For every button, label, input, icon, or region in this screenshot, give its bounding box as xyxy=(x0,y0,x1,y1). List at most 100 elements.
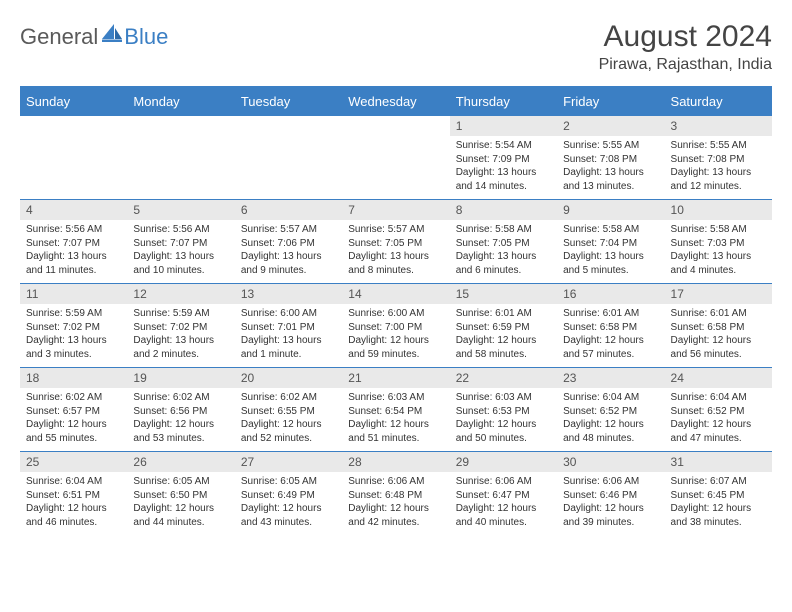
day-line: Daylight: 12 hours xyxy=(26,502,121,516)
day-cell: 28Sunrise: 6:06 AMSunset: 6:48 PMDayligh… xyxy=(342,452,449,536)
day-cell: 15Sunrise: 6:01 AMSunset: 6:59 PMDayligh… xyxy=(450,284,557,368)
day-line: Daylight: 12 hours xyxy=(241,418,336,432)
week-row: 25Sunrise: 6:04 AMSunset: 6:51 PMDayligh… xyxy=(20,452,772,536)
location-text: Pirawa, Rajasthan, India xyxy=(599,56,772,74)
day-line: Daylight: 13 hours xyxy=(456,250,551,264)
day-line: Daylight: 12 hours xyxy=(671,418,766,432)
day-line: and 51 minutes. xyxy=(348,432,443,446)
day-number: 15 xyxy=(450,284,557,304)
day-body: Sunrise: 5:55 AMSunset: 7:08 PMDaylight:… xyxy=(557,136,664,197)
day-line: and 56 minutes. xyxy=(671,348,766,362)
day-line: Daylight: 13 hours xyxy=(133,334,228,348)
day-line: Daylight: 12 hours xyxy=(348,334,443,348)
day-body: Sunrise: 6:02 AMSunset: 6:57 PMDaylight:… xyxy=(20,388,127,449)
day-body: Sunrise: 6:01 AMSunset: 6:59 PMDaylight:… xyxy=(450,304,557,365)
day-number: 20 xyxy=(235,368,342,388)
day-line: Daylight: 13 hours xyxy=(241,334,336,348)
day-cell: 2Sunrise: 5:55 AMSunset: 7:08 PMDaylight… xyxy=(557,116,664,200)
day-line: and 50 minutes. xyxy=(456,432,551,446)
day-body: Sunrise: 6:06 AMSunset: 6:46 PMDaylight:… xyxy=(557,472,664,533)
day-number: 1 xyxy=(450,116,557,136)
day-line: Sunset: 7:08 PM xyxy=(563,153,658,167)
day-cell: 8Sunrise: 5:58 AMSunset: 7:05 PMDaylight… xyxy=(450,200,557,284)
day-header: Sunday xyxy=(20,87,127,116)
day-header: Monday xyxy=(127,87,234,116)
day-line: Sunset: 6:54 PM xyxy=(348,405,443,419)
day-line: and 42 minutes. xyxy=(348,516,443,530)
day-cell: 26Sunrise: 6:05 AMSunset: 6:50 PMDayligh… xyxy=(127,452,234,536)
day-line: Sunset: 6:49 PM xyxy=(241,489,336,503)
day-line: Sunset: 6:48 PM xyxy=(348,489,443,503)
day-line: Sunset: 6:52 PM xyxy=(563,405,658,419)
day-line: Sunrise: 5:58 AM xyxy=(671,223,766,237)
day-cell: 31Sunrise: 6:07 AMSunset: 6:45 PMDayligh… xyxy=(665,452,772,536)
day-line: Sunrise: 6:06 AM xyxy=(456,475,551,489)
day-line: Sunset: 7:06 PM xyxy=(241,237,336,251)
day-line: Sunset: 6:47 PM xyxy=(456,489,551,503)
day-body: Sunrise: 5:58 AMSunset: 7:04 PMDaylight:… xyxy=(557,220,664,281)
day-line: Daylight: 13 hours xyxy=(671,166,766,180)
day-line: Sunrise: 6:05 AM xyxy=(133,475,228,489)
day-line: Sunrise: 6:03 AM xyxy=(348,391,443,405)
day-cell: 16Sunrise: 6:01 AMSunset: 6:58 PMDayligh… xyxy=(557,284,664,368)
day-line: Sunset: 6:46 PM xyxy=(563,489,658,503)
day-line: and 14 minutes. xyxy=(456,180,551,194)
week-row: 18Sunrise: 6:02 AMSunset: 6:57 PMDayligh… xyxy=(20,368,772,452)
day-line: and 12 minutes. xyxy=(671,180,766,194)
day-body: Sunrise: 5:58 AMSunset: 7:03 PMDaylight:… xyxy=(665,220,772,281)
day-line: Sunrise: 6:02 AM xyxy=(241,391,336,405)
day-number: 13 xyxy=(235,284,342,304)
day-body: Sunrise: 5:58 AMSunset: 7:05 PMDaylight:… xyxy=(450,220,557,281)
day-number: 4 xyxy=(20,200,127,220)
day-cell: 9Sunrise: 5:58 AMSunset: 7:04 PMDaylight… xyxy=(557,200,664,284)
day-line: Daylight: 12 hours xyxy=(563,502,658,516)
day-header: Friday xyxy=(557,87,664,116)
day-body: Sunrise: 6:04 AMSunset: 6:52 PMDaylight:… xyxy=(557,388,664,449)
day-line: Sunrise: 6:06 AM xyxy=(563,475,658,489)
day-line: Sunrise: 6:06 AM xyxy=(348,475,443,489)
day-number: 29 xyxy=(450,452,557,472)
day-line: Sunrise: 5:58 AM xyxy=(456,223,551,237)
day-number: 7 xyxy=(342,200,449,220)
empty-cell xyxy=(20,116,127,200)
calendar-table: SundayMondayTuesdayWednesdayThursdayFrid… xyxy=(20,86,772,536)
day-number: 21 xyxy=(342,368,449,388)
day-line: Sunset: 7:02 PM xyxy=(26,321,121,335)
week-row: 1Sunrise: 5:54 AMSunset: 7:09 PMDaylight… xyxy=(20,116,772,200)
day-body: Sunrise: 5:57 AMSunset: 7:05 PMDaylight:… xyxy=(342,220,449,281)
day-line: and 40 minutes. xyxy=(456,516,551,530)
day-line: Daylight: 12 hours xyxy=(563,334,658,348)
day-line: Sunrise: 6:00 AM xyxy=(348,307,443,321)
day-body: Sunrise: 6:03 AMSunset: 6:53 PMDaylight:… xyxy=(450,388,557,449)
day-line: Sunrise: 5:56 AM xyxy=(26,223,121,237)
day-line: and 3 minutes. xyxy=(26,348,121,362)
month-title: August 2024 xyxy=(599,20,772,54)
day-line: and 55 minutes. xyxy=(26,432,121,446)
day-line: and 53 minutes. xyxy=(133,432,228,446)
day-line: and 47 minutes. xyxy=(671,432,766,446)
day-body: Sunrise: 5:54 AMSunset: 7:09 PMDaylight:… xyxy=(450,136,557,197)
day-body: Sunrise: 6:04 AMSunset: 6:51 PMDaylight:… xyxy=(20,472,127,533)
day-line: Sunrise: 5:57 AM xyxy=(348,223,443,237)
day-cell: 10Sunrise: 5:58 AMSunset: 7:03 PMDayligh… xyxy=(665,200,772,284)
day-line: Daylight: 12 hours xyxy=(456,334,551,348)
day-cell: 23Sunrise: 6:04 AMSunset: 6:52 PMDayligh… xyxy=(557,368,664,452)
day-cell: 1Sunrise: 5:54 AMSunset: 7:09 PMDaylight… xyxy=(450,116,557,200)
day-line: Daylight: 12 hours xyxy=(241,502,336,516)
day-line: Sunrise: 5:59 AM xyxy=(26,307,121,321)
day-line: Sunset: 7:08 PM xyxy=(671,153,766,167)
day-body: Sunrise: 6:07 AMSunset: 6:45 PMDaylight:… xyxy=(665,472,772,533)
day-line: Sunset: 6:58 PM xyxy=(671,321,766,335)
day-line: Daylight: 13 hours xyxy=(133,250,228,264)
day-line: Sunset: 6:57 PM xyxy=(26,405,121,419)
day-line: Daylight: 12 hours xyxy=(671,502,766,516)
day-line: Sunrise: 6:05 AM xyxy=(241,475,336,489)
day-line: Sunrise: 5:54 AM xyxy=(456,139,551,153)
day-number: 26 xyxy=(127,452,234,472)
day-line: Daylight: 12 hours xyxy=(671,334,766,348)
day-line: and 4 minutes. xyxy=(671,264,766,278)
day-number: 27 xyxy=(235,452,342,472)
day-body: Sunrise: 6:01 AMSunset: 6:58 PMDaylight:… xyxy=(665,304,772,365)
day-line: Sunset: 7:07 PM xyxy=(133,237,228,251)
day-cell: 17Sunrise: 6:01 AMSunset: 6:58 PMDayligh… xyxy=(665,284,772,368)
